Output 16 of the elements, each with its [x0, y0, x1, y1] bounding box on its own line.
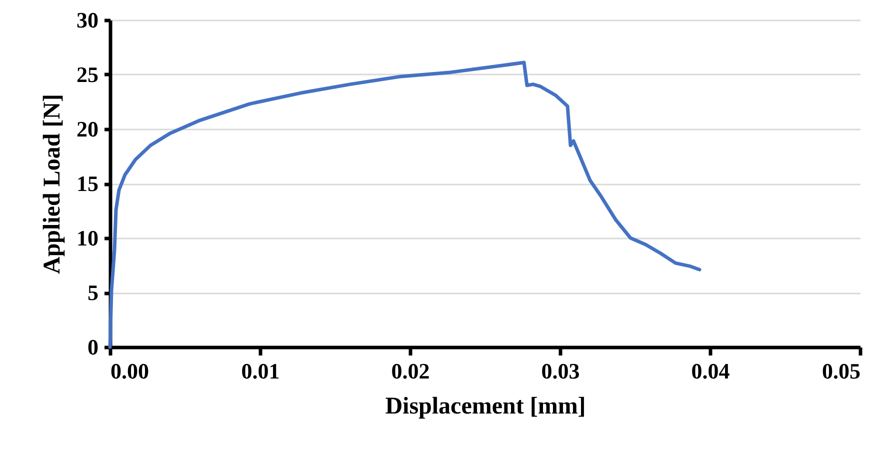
line-series	[108, 60, 702, 349]
y-tick-label: 20	[76, 116, 98, 142]
y-tick-label: 10	[76, 226, 98, 250]
y-tick-label: 15	[76, 171, 98, 196]
y-tick-label: 25	[76, 62, 98, 87]
x-tick-label: 0.04	[691, 358, 730, 384]
x-axis-title: Displacement [mm]	[385, 394, 586, 420]
x-tick-label: 0.03	[541, 358, 580, 384]
y-tick-label: 0	[88, 334, 98, 360]
x-tick-label: 0.00	[110, 358, 149, 384]
x-tick-label: 0.01	[241, 358, 280, 384]
x-tick-label: 0.02	[391, 358, 430, 384]
x-tick-label: 0.05	[822, 358, 860, 384]
y-tick-label: 5	[88, 280, 98, 305]
y-axis-title: Applied Load [N]	[40, 94, 66, 274]
y-tick-label: 30	[76, 8, 98, 32]
